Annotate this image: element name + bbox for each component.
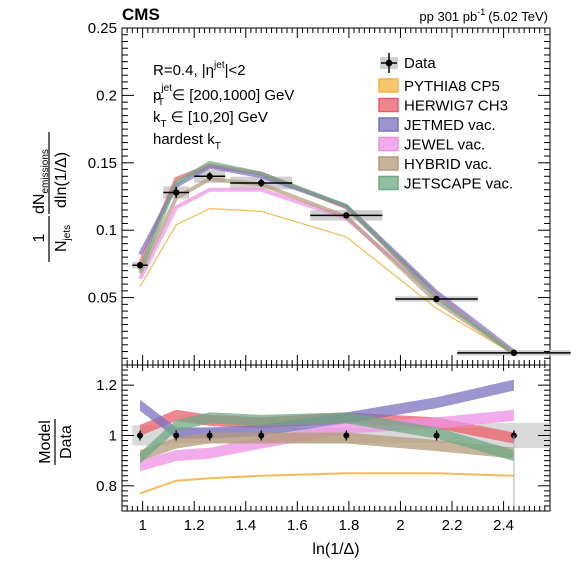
ratio-data-point-3 — [258, 432, 264, 438]
top-y-tick-label-1: 0.1 — [96, 222, 117, 239]
model-curve-herwig7-ch3 — [140, 165, 514, 353]
top-ylabel-num-main: dN — [31, 194, 48, 214]
legend-label-pythia8-cp5: PYTHIA8 CP5 — [404, 78, 500, 95]
x-tick-label-3: 1.6 — [287, 517, 308, 534]
data-point-0 — [137, 262, 143, 268]
legend-label-hybrid-vac: HYBRID vac. — [404, 156, 492, 173]
top-y-tick-label-2: 0.15 — [88, 155, 117, 172]
model-curve-pythia8-cp5 — [140, 209, 514, 355]
top-y-tick-label-4: 0.25 — [88, 20, 117, 37]
ratio-data-point-2 — [207, 432, 213, 438]
ratio-data-point-5 — [434, 432, 440, 438]
lumi-energy: (5.02 TeV) — [488, 9, 548, 24]
model-curve-hybrid-vac — [140, 179, 514, 354]
x-tick-label-2: 1.4 — [235, 517, 256, 534]
experiment-label: CMS — [122, 5, 160, 24]
top-y-tick-label-3: 0.2 — [96, 87, 117, 104]
legend-swatch-jetmed-vac — [379, 118, 398, 131]
info-pt-tail: ∈ [200,1000] GeV — [172, 87, 294, 104]
info-pt-sub: T — [158, 97, 164, 108]
data-point-1 — [173, 189, 179, 195]
legend-model-entries: PYTHIA8 CP5 HERWIG7 CH3 JETMED vac. JEWEL v… — [379, 78, 513, 193]
legend-swatch-hybrid-vac — [379, 157, 398, 170]
top-ylabel-den-main: N — [53, 240, 70, 252]
ratio-band-pythia8-cp5 — [140, 472, 514, 494]
info-pt: pjet T ∈ [200,1000] GeV — [153, 83, 294, 108]
top-ylabel-den-sub: jets — [62, 225, 73, 242]
top-ylabel-den: Njets — [53, 225, 73, 252]
info-kt: kT ∈ [10,20] GeV — [153, 109, 268, 130]
ratio-model-bands — [140, 380, 514, 495]
x-tick-label-7: 2.4 — [493, 517, 514, 534]
info-mode: hardest kT — [153, 131, 221, 152]
info-mode-sub: T — [215, 141, 221, 152]
legend-swatch-jetscape-vac — [379, 177, 398, 190]
x-tick-label-0: 1 — [138, 517, 146, 534]
data-point-4 — [343, 212, 349, 218]
x-tick-label-5: 2 — [396, 517, 404, 534]
legend-label-herwig7-ch3: HERWIG7 CH3 — [404, 98, 508, 115]
lumi-superscript: -1 — [477, 7, 485, 17]
legend-data-label: Data — [404, 55, 436, 72]
top-ylabel-num-den: dln(1/Δ) — [53, 152, 70, 208]
data-point-5 — [433, 296, 439, 302]
info-pt-sup: jet — [160, 83, 172, 94]
legend-swatch-herwig7-ch3 — [379, 99, 398, 112]
model-curve-jetmed-vac — [140, 167, 514, 352]
ratio-ylabel-num: Model — [37, 420, 54, 464]
lumi-text: pp 301 pb — [419, 9, 477, 24]
x-axis-label: ln(1/Δ) — [312, 541, 359, 558]
info-radius: R=0.4, |ηjet|<2 — [153, 60, 246, 79]
legend-label-jetscape-vac: JETSCAPE vac. — [404, 176, 513, 193]
luminosity-label: pp 301 pb-1 (5.02 TeV) — [419, 7, 548, 24]
legend-swatch-pythia8-cp5 — [379, 79, 398, 92]
x-tick-label-1: 1.2 — [184, 517, 205, 534]
ratio-data-point-0 — [137, 432, 143, 438]
ratio-y-tick-label-0: 0.8 — [96, 478, 117, 495]
info-kt-sub: T — [161, 119, 167, 130]
legend-entry-data: Data — [380, 53, 436, 73]
data-points — [132, 172, 570, 356]
top-ylabel-one: 1 — [31, 233, 48, 242]
legend: Data PYTHIA8 CP5 HERWIG7 CH3 JETMED vac. JE… — [379, 53, 513, 193]
top-y-tick-label-0: 0.05 — [88, 290, 117, 307]
info-radius-sup: jet — [213, 60, 225, 71]
data-point-6 — [511, 350, 517, 356]
info-radius-main: R=0.4, |η — [153, 62, 214, 79]
top-ylabel-num: dNemissions — [31, 149, 51, 214]
ratio-y-tick-label-1: 1 — [109, 427, 117, 444]
legend-label-jewel-vac: JEWEL vac. — [404, 137, 485, 154]
legend-label-jetmed-vac: JETMED vac. — [404, 117, 496, 134]
ratio-y-tick-label-2: 1.2 — [96, 377, 117, 394]
ratio-data-point-4 — [343, 432, 349, 438]
top-y-axis-label: 1 Njets dNemissions dln(1/Δ) — [31, 132, 73, 262]
info-radius-tail: |<2 — [225, 62, 246, 79]
ratio-data-point-1 — [173, 432, 179, 438]
info-mode-main: hardest k — [153, 131, 215, 148]
info-kt-tail: ∈ [10,20] GeV — [171, 109, 268, 126]
legend-swatch-jewel-vac — [379, 138, 398, 151]
data-point-2 — [206, 173, 212, 179]
legend-data-marker — [386, 60, 393, 67]
x-tick-label-4: 1.8 — [338, 517, 359, 534]
ratio-ylabel-den: Data — [58, 425, 75, 459]
ratio-y-axis-label: Model Data — [37, 419, 75, 465]
data-point-3 — [258, 180, 264, 186]
x-tick-label-6: 2.2 — [442, 517, 463, 534]
